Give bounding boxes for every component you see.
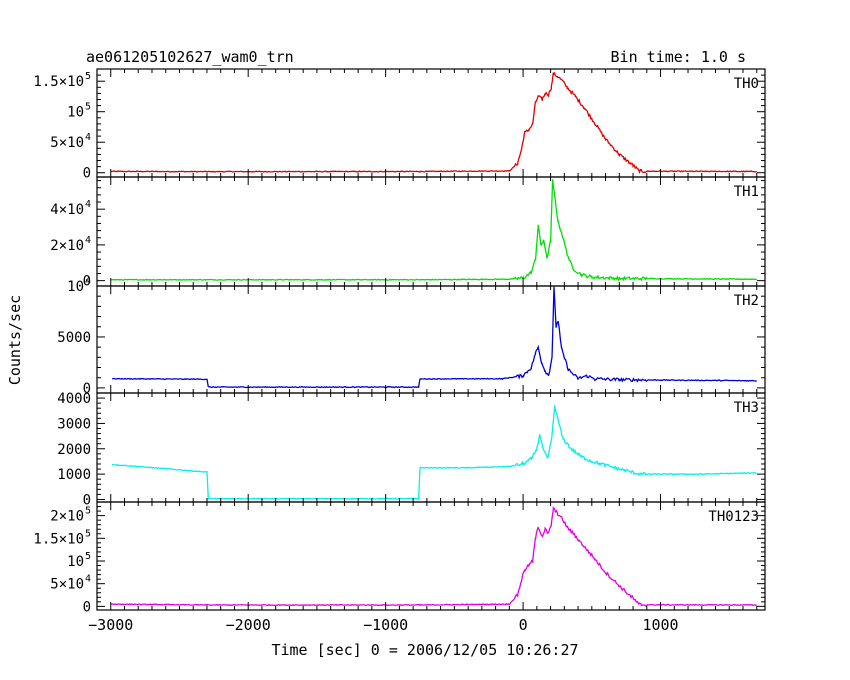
y-tick-label: 4000 [57, 391, 91, 407]
y-tick-label-exponent: 4 [85, 199, 91, 210]
series-line-th3 [111, 405, 757, 500]
y-tick-label: 0 [83, 492, 91, 508]
y-tick-label: 1000 [57, 467, 91, 483]
y-tick-label: 5×10 [50, 577, 84, 593]
y-tick-label: 2×10 [50, 238, 84, 254]
panel-label-th0: TH0 [734, 76, 759, 92]
panel-th0: 05×10 410 51.5×10 5 TH0 [33, 68, 766, 182]
panel-th3: 0 1000 2000 3000 4000 TH3 [57, 391, 766, 508]
panel-label-th2: TH2 [734, 293, 759, 309]
x-tick-label: 1000 [642, 616, 678, 634]
y-tick-label: 10 [67, 279, 84, 295]
x-tick-label: −2000 [226, 616, 271, 634]
y-tick-label-exponent: 4 [85, 235, 91, 246]
y-tick-label: 2×10 [50, 509, 84, 525]
y-tick-label: 10 [67, 554, 84, 570]
chart-title: ae061205102627_wam0_trn [86, 48, 294, 66]
y-tick-label-exponent: 4 [85, 276, 91, 287]
y-tick-label: 1.5×10 [33, 74, 84, 90]
panel-frame [96, 501, 766, 611]
y-tick-label: 1.5×10 [33, 531, 84, 547]
panel-frame [96, 392, 766, 503]
panel-frame [96, 285, 766, 394]
panel-frame [96, 68, 766, 178]
panel-label-th0123: TH0123 [708, 509, 759, 525]
series-line-th2 [111, 286, 758, 389]
y-tick-label-exponent: 4 [85, 132, 91, 143]
y-tick-label: 4×10 [50, 202, 84, 218]
y-tick-label: 5000 [57, 330, 91, 346]
y-tick-label: 0 [83, 274, 91, 290]
panel-label-th3: TH3 [734, 400, 759, 416]
y-tick-label-exponent: 5 [85, 506, 91, 517]
y-tick-label: 3000 [57, 416, 91, 432]
panel-label-th1: TH1 [734, 184, 759, 200]
panel-frame [96, 176, 766, 287]
series-line-th0 [110, 71, 757, 174]
y-tick-label: 2000 [57, 442, 91, 458]
y-tick-label: 5×10 [50, 135, 84, 151]
panel-th0123: 05×10 410 51.5×10 52×10 5 TH0123−3000 −2000 −10… [33, 501, 766, 634]
y-tick-label-exponent: 5 [85, 102, 91, 113]
x-tick-label: −3000 [88, 616, 133, 634]
y-tick-label-exponent: 5 [85, 551, 91, 562]
y-tick-label: 10 [67, 105, 84, 121]
x-tick-label: 0 [519, 616, 528, 634]
x-axis-label: Time [sec] 0 = 2006/12/05 10:26:27 [271, 641, 578, 659]
series-line-th1 [110, 179, 757, 282]
y-tick-label: 0 [83, 599, 91, 615]
y-tick-label: 0 [83, 166, 91, 182]
panel-th2: 0 5000 10 4 TH2 [57, 276, 766, 397]
x-tick-label: −1000 [363, 616, 408, 634]
series-line-th0123 [110, 506, 757, 608]
y-tick-label-exponent: 4 [85, 574, 91, 585]
y-tick-label: 0 [83, 381, 91, 397]
bin-time-label: Bin time: 1.0 s [611, 48, 746, 66]
y-axis-label: Counts/sec [6, 295, 24, 385]
y-tick-label-exponent: 5 [85, 71, 91, 82]
y-tick-label-exponent: 5 [85, 528, 91, 539]
